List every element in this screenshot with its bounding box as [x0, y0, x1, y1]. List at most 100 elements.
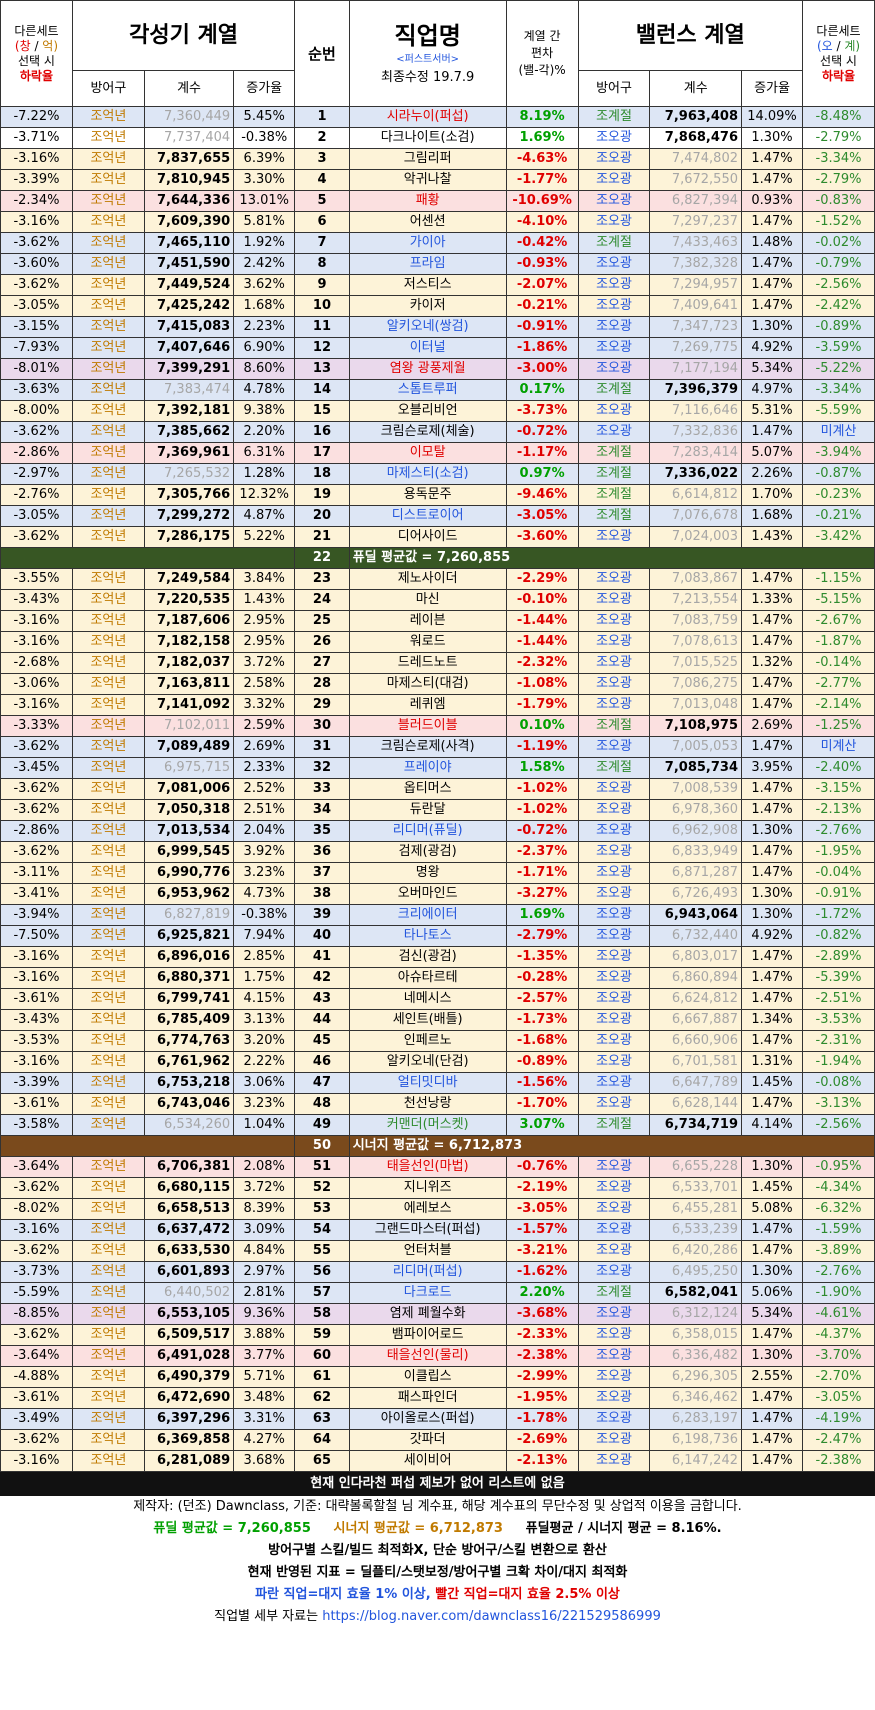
inc-left: 3.72% [233, 652, 296, 674]
blog-link[interactable]: https://blog.naver.com/dawnclass16/22152… [322, 1609, 661, 1624]
average-ratio: 퓨딜평균 / 시너지 평균 = 8.16%. [525, 1521, 722, 1536]
inc-right: 1.47% [740, 967, 804, 989]
table-row: -3.61% 조억년 6,799,741 4.15% 43 네메시스 -2.57% 조오광 6,… [0, 988, 875, 1010]
left-set-drop: -3.61% [0, 988, 73, 1010]
inc-right: 1.47% [740, 841, 804, 863]
right-set-drop: -0.14% [802, 652, 875, 674]
coef-left: 7,465,110 [143, 232, 235, 254]
coef-left: 7,392,181 [143, 400, 235, 422]
right-set-drop: -2.51% [802, 988, 875, 1010]
order-num: 26 [294, 631, 350, 653]
job-name: 마제스티(대검) [348, 673, 507, 695]
table-row: -3.53% 조억년 6,774,763 3.20% 45 인페르노 -1.68% 조오광 6,… [0, 1030, 875, 1052]
right-set-drop: 미계산 [802, 421, 875, 443]
order-num: 42 [294, 967, 350, 989]
left-set-drop: -3.16% [0, 610, 73, 632]
job-name: 가이아 [348, 232, 507, 254]
diff-value: -1.02% [505, 799, 579, 821]
inc-left: 5.22% [233, 526, 296, 548]
order-num: 6 [294, 211, 350, 233]
order-num: 19 [294, 484, 350, 506]
job-name: 크림슨로제(사격) [348, 736, 507, 758]
diff-value: -2.79% [505, 925, 579, 947]
coef-right: 7,085,734 [649, 757, 742, 779]
right-set-drop: -2.42% [802, 295, 875, 317]
diff-value: -1.86% [505, 337, 579, 359]
job-name: 프레이야 [348, 757, 507, 779]
right-set-drop: -3.94% [802, 442, 875, 464]
coef-left: 7,407,646 [143, 337, 235, 359]
diff-value: 3.07% [505, 1114, 579, 1136]
armor-left: 조억년 [71, 988, 145, 1010]
armor-right: 조계절 [577, 1114, 651, 1136]
coef-left: 6,281,089 [143, 1450, 235, 1472]
job-name: 카이저 [348, 295, 507, 317]
inc-left: 7.94% [233, 925, 296, 947]
order-num: 31 [294, 736, 350, 758]
table-row: -3.62% 조억년 6,633,530 4.84% 55 언터처블 -3.21% 조오광 6,… [0, 1240, 875, 1262]
table-row: -3.94% 조억년 6,827,819 -0.38% 39 크리에이터 1.69% 조오광 6… [0, 904, 875, 926]
coef-right: 7,269,775 [649, 337, 742, 359]
left-set-drop: -3.16% [0, 967, 73, 989]
coef-left: 6,680,115 [143, 1177, 235, 1199]
order-num: 21 [294, 526, 350, 548]
left-set-drop: -3.11% [0, 862, 73, 884]
right-set-drop: -0.83% [802, 190, 875, 212]
armor-left: 조억년 [71, 295, 145, 317]
diff-value: -0.21% [505, 295, 579, 317]
order-num: 2 [294, 127, 350, 149]
order-num: 12 [294, 337, 350, 359]
inc-right: 1.31% [740, 1051, 804, 1073]
left-set-drop: -3.62% [0, 1324, 73, 1346]
inc-right: 2.26% [740, 463, 804, 485]
inc-right: 2.69% [740, 715, 804, 737]
right-set-drop: -3.34% [802, 379, 875, 401]
table-row: -3.62% 조억년 7,081,006 2.52% 33 옵티머스 -1.02% 조오광 7,… [0, 778, 875, 800]
armor-right: 조오광 [577, 736, 651, 758]
inc-right: 1.47% [740, 421, 804, 443]
left-set-drop: -7.22% [0, 106, 73, 128]
inc-left: 2.52% [233, 778, 296, 800]
order-num: 62 [294, 1387, 350, 1409]
job-name: 이모탈 [348, 442, 507, 464]
table-row: -2.76% 조억년 7,305,766 12.32% 19 용독문주 -9.46% 조계절 6… [0, 484, 875, 506]
inc-left: 3.62% [233, 274, 296, 296]
right-set-drop: -2.76% [802, 820, 875, 842]
order-num: 25 [294, 610, 350, 632]
inc-left: 5.81% [233, 211, 296, 233]
right-set-drop: -4.19% [802, 1408, 875, 1430]
armor-left: 조억년 [71, 1387, 145, 1409]
job-name: 지니위즈 [348, 1177, 507, 1199]
coef-left: 7,220,535 [143, 589, 235, 611]
armor-left: 조억년 [71, 778, 145, 800]
coef-right: 6,198,736 [649, 1429, 742, 1451]
coef-left: 6,440,502 [143, 1282, 235, 1304]
right-set-drop: -1.15% [802, 568, 875, 590]
armor-left: 조억년 [71, 1009, 145, 1031]
coef-left: 6,975,715 [143, 757, 235, 779]
order-num: 55 [294, 1240, 350, 1262]
table-row: -3.39% 조억년 6,753,218 3.06% 47 얼티밋디바 -1.56% 조오광 6… [0, 1072, 875, 1094]
right-set-drop: -2.76% [802, 1261, 875, 1283]
left-set-drop: -2.68% [0, 652, 73, 674]
right-set-drop: -0.02% [802, 232, 875, 254]
armor-left: 조억년 [71, 631, 145, 653]
inc-left: 5.45% [233, 106, 296, 128]
coef-left: 6,369,858 [143, 1429, 235, 1451]
table-row: -3.05% 조억년 7,299,272 4.87% 20 디스트로이어 -3.05% 조계절… [0, 505, 875, 527]
right-set-drop: -2.79% [802, 127, 875, 149]
table-row: -2.97% 조억년 7,265,532 1.28% 18 마제스티(소검) 0.97% 조계… [0, 463, 875, 485]
separator-order: 22 [294, 547, 350, 569]
armor-right: 조오광 [577, 883, 651, 905]
job-name: 염제 폐월수화 [348, 1303, 507, 1325]
coef-left: 6,774,763 [143, 1030, 235, 1052]
left-set-drop: -8.02% [0, 1198, 73, 1220]
order-num: 23 [294, 568, 350, 590]
armor-left: 조억년 [71, 1450, 145, 1472]
order-num: 58 [294, 1303, 350, 1325]
inc-right: 1.47% [740, 610, 804, 632]
inc-right: 1.33% [740, 589, 804, 611]
table-row: -5.59% 조억년 6,440,502 2.81% 57 다크로드 2.20% 조계절 6,5… [0, 1282, 875, 1304]
inc-left: 3.68% [233, 1450, 296, 1472]
inc-right: 1.47% [740, 862, 804, 884]
